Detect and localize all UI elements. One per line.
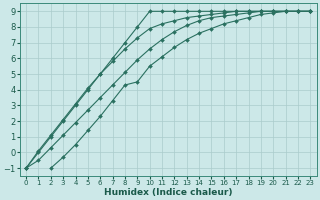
- X-axis label: Humidex (Indice chaleur): Humidex (Indice chaleur): [104, 188, 232, 197]
